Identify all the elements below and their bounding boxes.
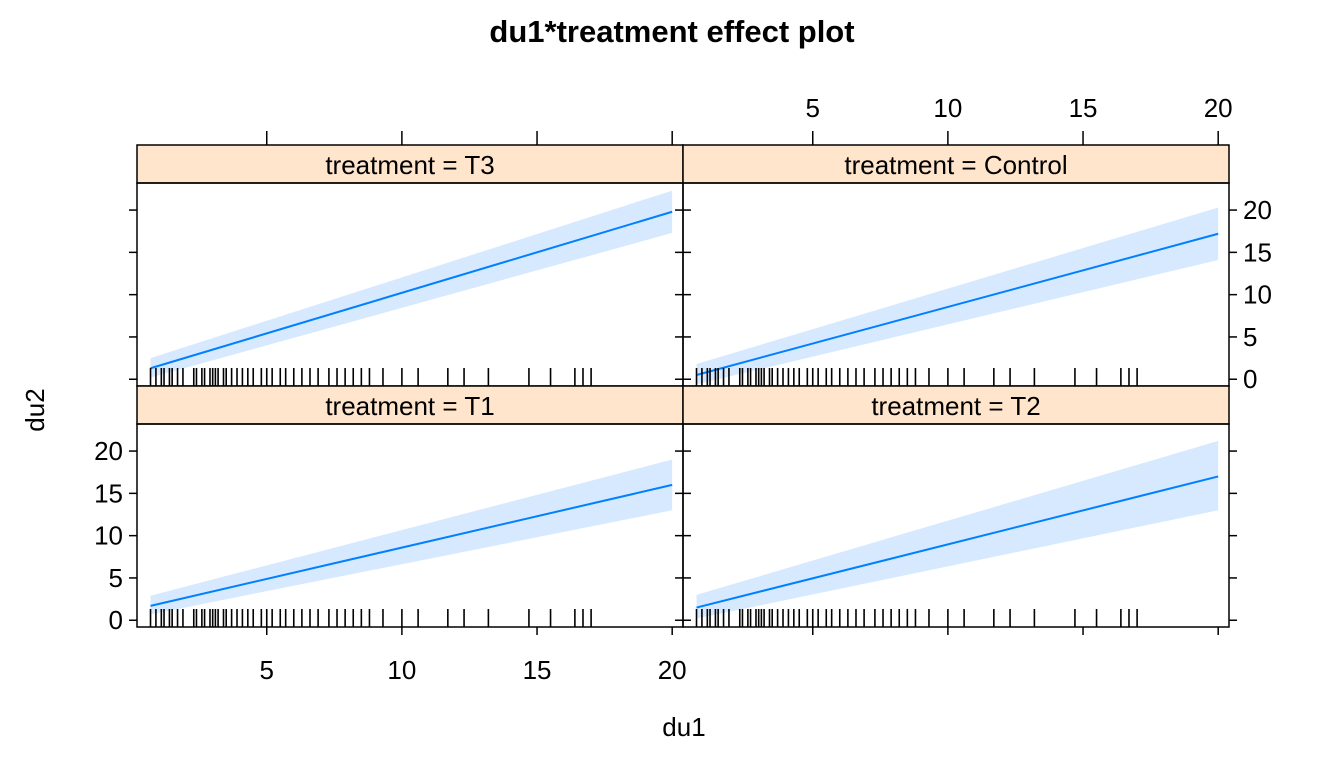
panel-4: treatment = T2 xyxy=(675,385,1237,635)
confidence-band xyxy=(150,190,673,378)
fitted-line xyxy=(696,232,1219,376)
x-tick-label: 10 xyxy=(387,655,416,685)
panel-strip xyxy=(682,385,1230,425)
panel-strip-label: treatment = T1 xyxy=(325,391,494,421)
panel-strip xyxy=(136,144,684,184)
fitted-line xyxy=(696,475,1219,609)
y-tick-label: 15 xyxy=(94,478,123,508)
panel-strip xyxy=(682,144,1230,184)
panel-strip-label: treatment = T2 xyxy=(871,391,1040,421)
y-tick-label: 5 xyxy=(1243,322,1257,352)
x-tick-label: 15 xyxy=(1069,93,1098,123)
y-axis-label: du2 xyxy=(20,388,50,431)
confidence-band xyxy=(696,207,1219,385)
y-tick-label: 5 xyxy=(109,563,123,593)
confidence-band xyxy=(696,440,1219,619)
x-tick-label: 5 xyxy=(260,655,274,685)
confidence-band xyxy=(150,459,673,615)
panel-2: treatment = Control 0 5 10 15 20 5 10 15 20 xyxy=(675,93,1272,394)
panel-3: treatment = T1 0 5 10 15 20 5 10 15 20 xyxy=(94,385,691,685)
y-tick-label: 0 xyxy=(109,605,123,635)
y-tick-label: 20 xyxy=(1243,195,1272,225)
y-tick-label: 20 xyxy=(94,436,123,466)
panels-group: treatment = T3 treatment = Control 0 5 10 15 2… xyxy=(94,93,1272,685)
chart-title: du1*treatment effect plot xyxy=(489,14,854,49)
panel-1: treatment = T3 xyxy=(129,131,691,387)
x-tick-label: 5 xyxy=(806,93,820,123)
fitted-line xyxy=(150,210,673,370)
x-tick-label: 20 xyxy=(1204,93,1233,123)
panel-strip-label: treatment = Control xyxy=(844,150,1067,180)
y-tick-label: 10 xyxy=(1243,280,1272,310)
x-tick-label: 10 xyxy=(933,93,962,123)
fitted-line xyxy=(150,483,673,607)
y-tick-label: 0 xyxy=(1243,364,1257,394)
y-tick-label: 10 xyxy=(94,521,123,551)
panel-frame xyxy=(682,423,1230,628)
x-tick-label: 20 xyxy=(658,655,687,685)
x-tick-label: 15 xyxy=(523,655,552,685)
panel-strip-label: treatment = T3 xyxy=(325,150,494,180)
y-tick-label: 15 xyxy=(1243,237,1272,267)
x-axis-label: du1 xyxy=(662,712,705,742)
